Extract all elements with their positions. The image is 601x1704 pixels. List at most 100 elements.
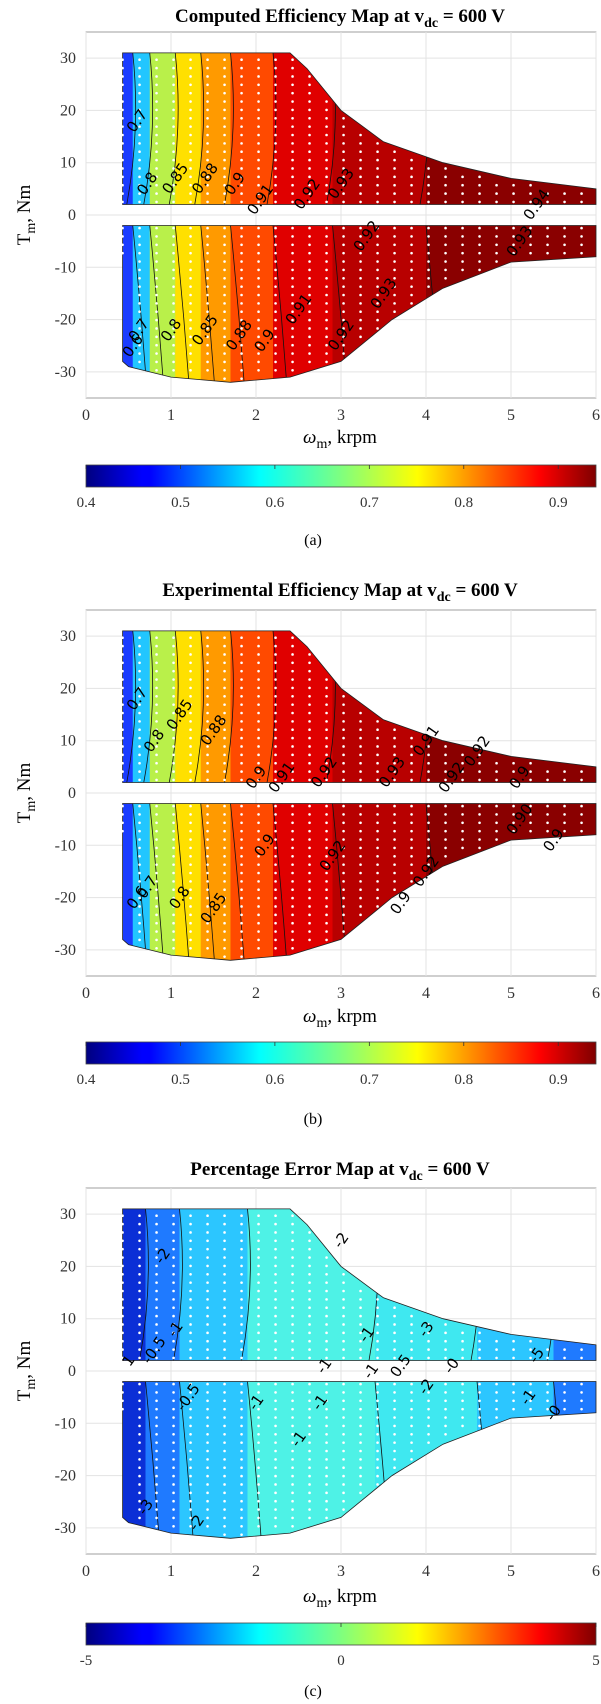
measurement-point: [308, 711, 311, 715]
measurement-point: [308, 703, 311, 706]
measurement-point: [308, 1314, 311, 1318]
measurement-point: [359, 226, 362, 230]
measurement-point: [342, 1298, 345, 1301]
measurement-point: [529, 813, 532, 816]
measurement-point: [274, 293, 277, 297]
measurement-point: [138, 91, 141, 95]
measurement-point: [376, 1356, 379, 1360]
measurement-point: [189, 293, 192, 297]
measurement-point: [291, 1281, 294, 1284]
measurement-point: [223, 1281, 226, 1284]
measurement-point: [189, 226, 192, 230]
measurement-point: [325, 302, 328, 305]
measurement-point: [308, 1256, 311, 1259]
measurement-point: [393, 821, 396, 825]
measurement-point: [121, 1399, 124, 1403]
measurement-point: [240, 1339, 243, 1343]
measurement-point: [325, 175, 328, 179]
measurement-point: [172, 360, 175, 364]
measurement-point: [172, 1331, 175, 1335]
measurement-point: [240, 880, 243, 883]
measurement-point: [189, 268, 192, 272]
measurement-point: [172, 100, 175, 103]
measurement-point: [359, 1382, 362, 1386]
measurement-point: [580, 1356, 583, 1360]
measurement-point: [189, 745, 192, 748]
contour-line: [149, 225, 165, 383]
measurement-point: [121, 1306, 124, 1310]
measurement-point: [461, 804, 464, 808]
measurement-point: [138, 694, 141, 698]
measurement-point: [376, 1382, 379, 1386]
measurement-point: [138, 905, 141, 908]
measurement-point: [257, 268, 260, 272]
measurement-point: [121, 83, 124, 87]
measurement-point: [240, 318, 243, 322]
measurement-point: [240, 694, 243, 698]
measurement-point: [138, 1483, 141, 1486]
measurement-point: [155, 75, 158, 78]
measurement-point: [189, 260, 192, 263]
measurement-point: [172, 1214, 175, 1218]
measurement-point: [410, 200, 413, 204]
measurement-point: [342, 260, 345, 263]
measurement-point: [291, 285, 294, 288]
measurement-point: [342, 846, 345, 850]
measurement-point: [393, 854, 396, 858]
measurement-point: [121, 192, 124, 195]
measurement-point: [274, 905, 277, 908]
measurement-point: [478, 1356, 481, 1360]
measurement-point: [325, 116, 328, 120]
measurement-point: [138, 1382, 141, 1386]
measurement-point: [359, 745, 362, 748]
measurement-point: [376, 728, 379, 732]
measurement-point: [257, 829, 260, 833]
measurement-point: [444, 235, 447, 238]
measurement-point: [393, 1314, 396, 1318]
measurement-point: [308, 1391, 311, 1394]
measurement-point: [121, 200, 124, 204]
measurement-point: [240, 285, 243, 288]
contour-band: [273, 225, 334, 383]
measurement-point: [206, 1508, 209, 1511]
measurement-point: [121, 1298, 124, 1301]
measurement-point: [206, 1272, 209, 1276]
measurement-point: [410, 761, 413, 765]
measurement-point: [240, 778, 243, 782]
measurement-point: [376, 880, 379, 883]
measurement-point: [138, 888, 141, 892]
contour-line: [224, 52, 234, 205]
measurement-point: [189, 276, 192, 280]
measurement-point: [189, 1491, 192, 1495]
contour-band: [200, 225, 232, 383]
measurement-point: [155, 302, 158, 305]
measurement-point: [291, 1214, 294, 1218]
measurement-point: [580, 1399, 583, 1403]
measurement-point: [240, 91, 243, 95]
measurement-point: [342, 694, 345, 698]
measurement-point: [240, 167, 243, 170]
measurement-point: [121, 1289, 124, 1293]
measurement-point: [172, 1239, 175, 1243]
contour-line: [247, 1381, 262, 1539]
measurement-point: [138, 854, 141, 858]
measurement-point: [223, 343, 226, 347]
measurement-point: [274, 863, 277, 866]
measurement-point: [172, 669, 175, 673]
measurement-point: [274, 1516, 277, 1520]
measurement-point: [376, 1432, 379, 1436]
measurement-point: [257, 183, 260, 187]
measurement-point: [172, 158, 175, 162]
measurement-point: [257, 1222, 260, 1226]
measurement-point: [121, 653, 124, 656]
measurement-point: [478, 1331, 481, 1335]
measurement-point: [325, 1416, 328, 1419]
measurement-point: [376, 318, 379, 322]
contour-line: [230, 803, 245, 961]
measurement-point: [240, 1399, 243, 1403]
colorbar-tick-label: 0.6: [266, 495, 285, 511]
measurement-point: [274, 1432, 277, 1436]
measurement-point: [138, 360, 141, 364]
measurement-point: [223, 669, 226, 673]
